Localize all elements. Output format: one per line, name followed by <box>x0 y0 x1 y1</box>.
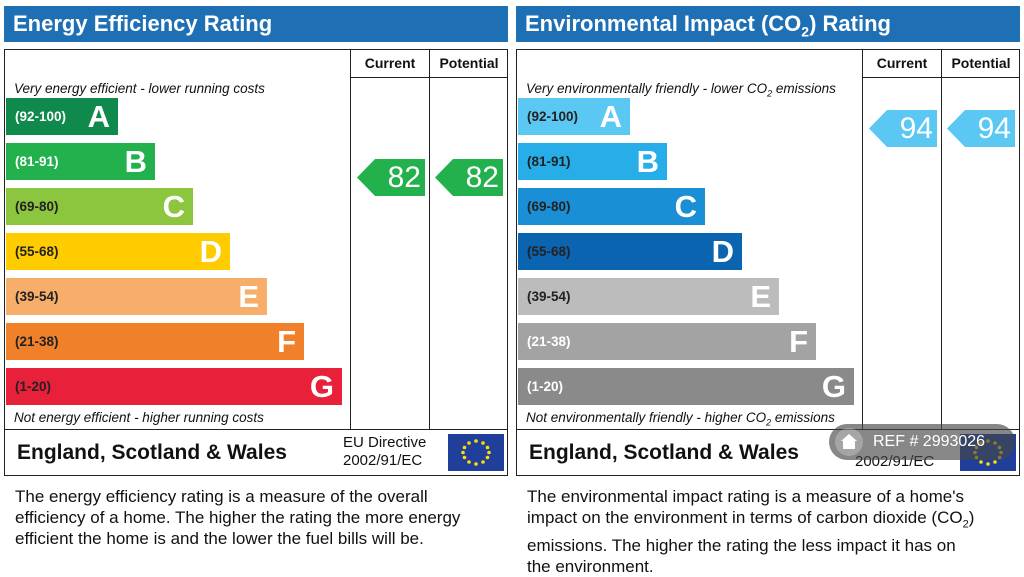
top-note: Very environmentally friendly - lower CO… <box>526 81 836 99</box>
energy-chart-frame: Current Potential Very energy efficient … <box>4 49 508 430</box>
band-range: (55-68) <box>527 244 571 259</box>
potential-rating-arrow: 94 <box>947 110 1015 147</box>
band-letter: F <box>277 324 296 359</box>
note-subscript: 2 <box>766 417 772 428</box>
band-range: (1-20) <box>15 379 52 394</box>
band-range: (1-20) <box>527 379 564 394</box>
band-c: (69-80) C <box>518 188 705 225</box>
band-range: (21-38) <box>527 334 571 349</box>
band-d: (55-68) D <box>518 233 742 270</box>
band-e: (39-54) E <box>518 278 779 315</box>
band-range: (92-100) <box>15 109 67 124</box>
note-part: Not environmentally friendly - higher CO <box>526 410 767 425</box>
directive-line1: EU Directive <box>343 434 427 451</box>
note-part: emissions <box>772 81 836 96</box>
band-letter: D <box>711 234 734 269</box>
note-subscript: 2 <box>767 88 773 99</box>
band-letter: E <box>238 279 259 314</box>
eu-directive: EU Directive 2002/91/EC <box>343 434 426 470</box>
band-range: (92-100) <box>527 109 579 124</box>
band-f: (21-38) F <box>518 323 816 360</box>
band-range: (39-54) <box>15 289 59 304</box>
column-divider <box>862 50 863 429</box>
band-letter: C <box>162 189 185 224</box>
home-icon <box>835 428 863 456</box>
header-divider <box>862 77 1019 78</box>
environment-title: Environmental Impact (CO2) Rating <box>516 6 1020 42</box>
potential-rating-arrow: 82 <box>435 159 503 196</box>
band-c: (69-80) C <box>6 188 193 225</box>
band-b: (81-91) B <box>518 143 667 180</box>
band-letter: C <box>674 189 697 224</box>
title-part: Environmental Impact (CO <box>525 11 802 36</box>
current-column-header: Current <box>364 55 416 71</box>
band-range: (69-80) <box>527 199 571 214</box>
home-glyph <box>841 434 857 449</box>
band-d: (55-68) D <box>6 233 230 270</box>
current-column-header: Current <box>876 55 928 71</box>
arrow-shape <box>435 159 503 196</box>
country-label: England, Scotland & Wales <box>529 441 799 464</box>
current-rating-value: 82 <box>387 161 421 194</box>
potential-rating-value: 82 <box>465 161 499 194</box>
band-range: (69-80) <box>15 199 59 214</box>
energy-title: Energy Efficiency Rating <box>4 6 508 42</box>
energy-efficiency-panel: Energy Efficiency Rating Current Potenti… <box>4 6 508 548</box>
band-letter: A <box>87 99 110 134</box>
description-subscript: 2 <box>962 518 969 531</box>
eu-stars <box>461 439 491 466</box>
current-rating-value: 94 <box>899 112 933 145</box>
note-part: emissions <box>771 410 835 425</box>
energy-footer: England, Scotland & Wales EU Directive 2… <box>4 430 508 476</box>
band-range: (81-91) <box>15 154 59 169</box>
band-letter: G <box>309 369 334 404</box>
reference-watermark: REF # 2993026 <box>829 424 1015 460</box>
description-part: The environmental impact rating is a mea… <box>527 487 964 527</box>
band-range: (55-68) <box>15 244 59 259</box>
title-subscript: 2 <box>801 23 810 40</box>
potential-column-header: Potential <box>439 55 499 71</box>
bottom-note: Not energy efficient - higher running co… <box>14 410 264 425</box>
band-letter: D <box>199 234 222 269</box>
top-note: Very energy efficient - lower running co… <box>14 81 265 96</box>
band-a: (92-100) A <box>6 98 118 135</box>
potential-rating-value: 94 <box>977 112 1011 145</box>
arrow-shape <box>869 110 937 147</box>
band-letter: B <box>124 144 147 179</box>
column-divider <box>941 50 942 429</box>
band-letter: F <box>789 324 808 359</box>
band-f: (21-38) F <box>6 323 304 360</box>
title-part: ) Rating <box>809 11 891 36</box>
band-range: (21-38) <box>15 334 59 349</box>
column-divider <box>350 50 351 429</box>
environment-chart-frame: Current Potential Very environmentally f… <box>516 49 1020 430</box>
reference-number: REF # 2993026 <box>873 433 986 450</box>
band-g: (1-20) G <box>518 368 854 405</box>
band-range: (81-91) <box>527 154 571 169</box>
column-divider <box>429 50 430 429</box>
country-label: England, Scotland & Wales <box>17 441 287 464</box>
current-rating-arrow: 82 <box>357 159 425 196</box>
note-part: Very environmentally friendly - lower CO <box>526 81 768 96</box>
band-letter: B <box>636 144 659 179</box>
directive-line2: 2002/91/EC <box>343 452 423 469</box>
bottom-note: Not environmentally friendly - higher CO… <box>526 410 835 428</box>
current-rating-arrow: 94 <box>869 110 937 147</box>
environment-description: The environmental impact rating is a mea… <box>527 486 977 577</box>
band-letter: A <box>599 99 622 134</box>
header-divider <box>350 77 507 78</box>
eu-flag-icon <box>448 434 504 471</box>
band-g: (1-20) G <box>6 368 342 405</box>
band-letter: E <box>750 279 771 314</box>
arrow-shape <box>357 159 425 196</box>
band-e: (39-54) E <box>6 278 267 315</box>
band-letter: G <box>821 369 846 404</box>
energy-description: The energy efficiency rating is a measur… <box>15 487 461 548</box>
band-range: (39-54) <box>527 289 571 304</box>
environmental-impact-panel: Environmental Impact (CO2) Rating Curren… <box>516 6 1020 576</box>
potential-column-header: Potential <box>951 55 1011 71</box>
arrow-shape <box>947 110 1015 147</box>
band-b: (81-91) B <box>6 143 155 180</box>
band-a: (92-100) A <box>518 98 630 135</box>
